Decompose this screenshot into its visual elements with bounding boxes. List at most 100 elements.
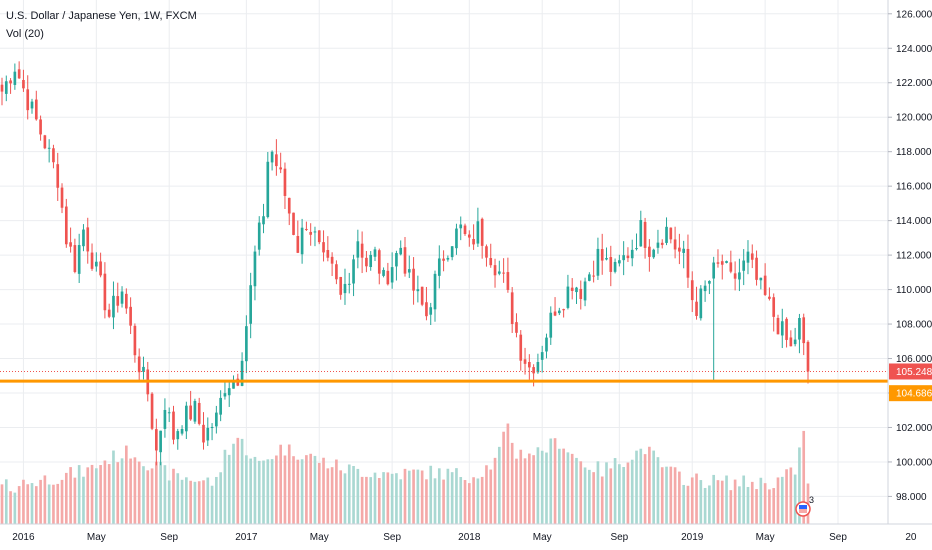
- volume-bar: [433, 478, 437, 524]
- volume-bar: [579, 461, 583, 524]
- candle-body: [283, 168, 287, 196]
- candle-body: [738, 272, 741, 280]
- volume-bar: [206, 477, 210, 524]
- volume-indicator-label[interactable]: Vol (20): [6, 28, 44, 40]
- candle-body: [699, 288, 703, 319]
- candle-body: [382, 269, 385, 276]
- candle-body: [39, 119, 42, 135]
- candle-body: [13, 71, 17, 85]
- candle-body: [215, 412, 218, 427]
- volume-bar: [600, 476, 604, 524]
- volume-bar: [708, 485, 711, 524]
- candle-body: [716, 262, 720, 264]
- volume-bar: [266, 459, 270, 524]
- flag-icon-canton: [799, 505, 807, 509]
- volume-bar: [639, 448, 643, 524]
- volume-bar: [798, 447, 801, 524]
- candles: [0, 61, 810, 466]
- candle-body: [253, 251, 257, 287]
- events-badge-count: 3: [809, 495, 814, 505]
- volume-bar: [69, 467, 72, 524]
- x-tick-label: 2019: [681, 532, 704, 543]
- volume-bar: [167, 480, 171, 524]
- volume-bar: [506, 423, 510, 524]
- volume-bar: [545, 452, 548, 524]
- volume-bar: [142, 466, 145, 524]
- volume-bar: [77, 465, 81, 524]
- candle-body: [30, 101, 34, 109]
- volume-bar: [330, 467, 334, 524]
- volume-bar: [94, 468, 98, 524]
- volume-bar: [648, 446, 651, 524]
- volume-bar: [313, 455, 317, 524]
- candle-body: [270, 151, 274, 163]
- volume-bar: [120, 458, 124, 524]
- volume-bar: [146, 470, 150, 524]
- volume-bar: [262, 460, 265, 524]
- candle-body: [420, 286, 424, 305]
- volume-bar: [562, 448, 565, 524]
- volume-bar: [665, 466, 668, 524]
- volume-bar: [369, 477, 373, 524]
- volume-bar: [13, 492, 17, 524]
- candle-body: [733, 273, 737, 279]
- candle-body: [686, 248, 690, 278]
- volume-bar: [446, 468, 450, 524]
- volume-bar: [163, 465, 167, 524]
- volume-bar: [305, 455, 308, 524]
- candle-body: [64, 206, 68, 245]
- volume-bar: [189, 480, 192, 524]
- volume-bar: [450, 472, 454, 524]
- candle-body: [167, 412, 171, 414]
- volume-bar: [395, 473, 398, 524]
- candle-body: [4, 81, 8, 94]
- candle-body: [798, 318, 801, 340]
- volume-bar: [26, 484, 30, 524]
- candle-body: [163, 409, 167, 429]
- candle-body: [300, 227, 304, 255]
- volume-bar: [4, 479, 8, 524]
- volume-bar: [343, 473, 347, 524]
- volume-bar: [0, 484, 4, 524]
- candle-body: [562, 309, 565, 311]
- candle-body: [515, 322, 518, 333]
- candle-body: [249, 285, 252, 324]
- candle-body: [210, 426, 214, 429]
- volume-bar: [536, 447, 540, 524]
- candle-body: [287, 197, 291, 214]
- candle-body: [305, 228, 308, 230]
- price-scale-bg[interactable]: [888, 0, 932, 550]
- candle-body: [489, 258, 493, 266]
- candle-body: [330, 256, 334, 264]
- volume-bar: [429, 465, 433, 524]
- candle-body: [523, 359, 527, 364]
- candle-body: [377, 250, 381, 274]
- volume-bar: [193, 481, 197, 524]
- candle-body: [266, 161, 270, 218]
- volume-bar: [202, 480, 205, 524]
- volume-bar: [570, 453, 574, 524]
- candle-body: [309, 231, 313, 235]
- volume-bar: [716, 480, 720, 524]
- candle-body: [292, 212, 295, 235]
- candle-body: [360, 243, 364, 258]
- candle-body: [185, 405, 188, 432]
- volume-bar: [292, 456, 295, 524]
- volume-bar: [497, 446, 501, 524]
- candle-body: [257, 222, 261, 250]
- candle-body: [142, 366, 145, 372]
- y-tick-label: 106.000: [896, 354, 932, 365]
- candle-body: [652, 249, 655, 258]
- candle-body: [493, 265, 497, 276]
- events-badge[interactable]: 3: [795, 495, 814, 517]
- x-tick-label: May: [533, 532, 552, 543]
- candle-body: [407, 269, 411, 273]
- volume-bar: [399, 479, 403, 524]
- y-tick-label: 124.000: [896, 44, 932, 55]
- candle-body: [618, 260, 621, 264]
- candle-body: [279, 167, 282, 170]
- volume-bar: [47, 484, 51, 524]
- candle-body: [313, 231, 317, 233]
